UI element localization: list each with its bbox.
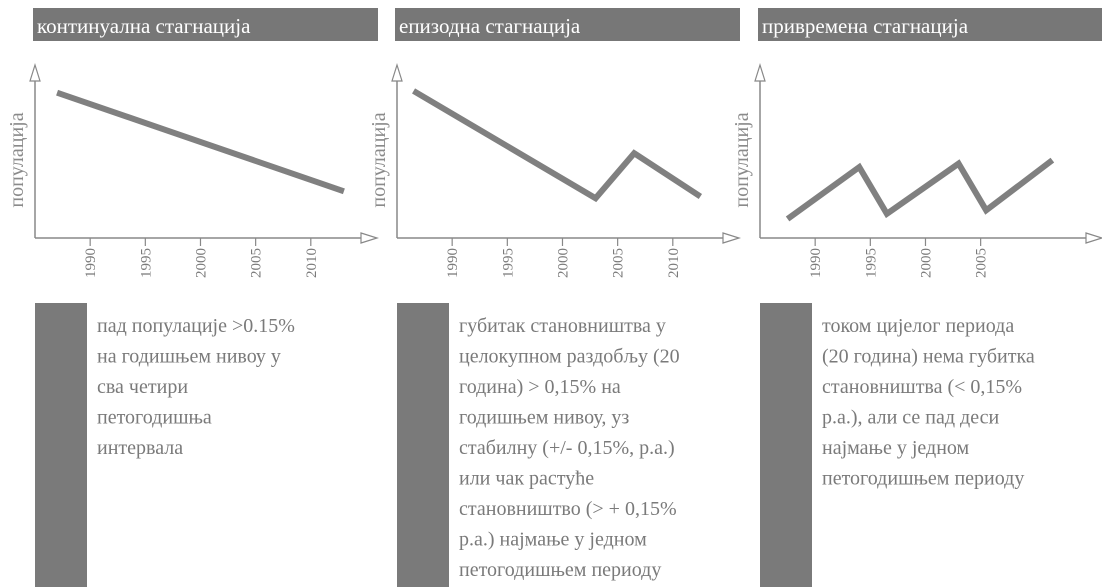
description-line: на годишњем нивоу у — [97, 346, 281, 368]
data-line — [56, 89, 345, 195]
data-line — [412, 88, 703, 203]
x-tick-label: 2000 — [918, 248, 934, 278]
description-line: најмање у једном — [822, 437, 970, 459]
y-arrow — [754, 62, 766, 82]
x-tick-label: 2000 — [193, 248, 209, 278]
description-line: или чак растуће — [459, 468, 594, 490]
x-tick-label: 2005 — [974, 248, 990, 278]
title-bar — [33, 8, 378, 41]
x-tick-label: 2010 — [304, 248, 320, 278]
x-arrow — [1085, 232, 1102, 244]
data-line — [785, 157, 1055, 222]
description-line: губитак становништва у — [459, 315, 666, 337]
x-arrow — [722, 232, 742, 244]
description-line: током цијелог периода — [822, 315, 1014, 337]
description-line: целокупном раздобљу (20 — [459, 346, 680, 368]
y-arrow — [29, 62, 41, 82]
x-tick-label: 1995 — [138, 248, 154, 278]
title-bar — [758, 8, 1102, 41]
description-line: р.а.) најмање у једном — [459, 529, 647, 551]
x-tick-label: 1995 — [500, 248, 516, 278]
x-tick-label: 2000 — [555, 248, 571, 278]
chart-title: континуална стагнација — [37, 14, 251, 38]
description-line: сва четири — [97, 376, 188, 398]
description-line: р.а.), али се пад деси — [822, 407, 999, 429]
x-tick-label: 2005 — [249, 248, 265, 278]
description-line: (20 година) нема губитка — [822, 346, 1035, 368]
x-arrow — [360, 232, 380, 244]
chart-title: привремена стагнација — [762, 14, 969, 38]
description-line: становништва (< 0,15% — [822, 376, 1022, 398]
description-line: петогодишња — [97, 407, 212, 429]
x-tick-label: 1990 — [808, 248, 824, 278]
description-line: стабилну (+/- 0,15%, р.а.) — [459, 437, 675, 459]
title-bar — [395, 8, 740, 41]
description-line: интервала — [97, 437, 183, 459]
x-tick-label: 2010 — [666, 248, 682, 278]
x-tick-label: 1995 — [863, 248, 879, 278]
y-axis-label: популација — [731, 112, 753, 207]
chart-title: епизодна стагнација — [399, 14, 581, 38]
x-tick-label: 1990 — [445, 248, 461, 278]
y-axis-label: популација — [368, 112, 390, 207]
description-line: петогодишњем периоду — [459, 559, 661, 581]
description-bar — [397, 303, 449, 587]
y-arrow — [391, 62, 403, 82]
description-line: година) > 0,15% на — [459, 376, 621, 398]
x-tick-label: 2005 — [611, 248, 627, 278]
description-bar — [760, 303, 812, 587]
description-line: становништво (> + 0,15% — [459, 498, 677, 520]
x-tick-label: 1990 — [83, 248, 99, 278]
y-axis-label: популација — [6, 112, 28, 207]
description-bar — [35, 303, 87, 587]
description-line: годишњем нивоу, уз — [459, 407, 629, 429]
description-line: петогодишњем периоду — [822, 468, 1024, 490]
description-line: пад популације >0.15% — [97, 315, 295, 337]
